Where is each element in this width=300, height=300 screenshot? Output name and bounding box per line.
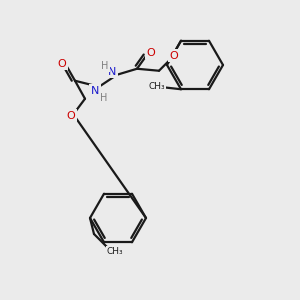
Text: H: H xyxy=(101,61,109,71)
Text: CH₃: CH₃ xyxy=(149,82,165,91)
Text: N: N xyxy=(108,67,116,77)
Text: N: N xyxy=(91,86,99,96)
Text: O: O xyxy=(58,59,66,69)
Text: O: O xyxy=(147,48,155,58)
Text: O: O xyxy=(169,51,178,61)
Text: CH₃: CH₃ xyxy=(107,248,123,256)
Text: O: O xyxy=(67,111,75,121)
Text: H: H xyxy=(100,93,108,103)
